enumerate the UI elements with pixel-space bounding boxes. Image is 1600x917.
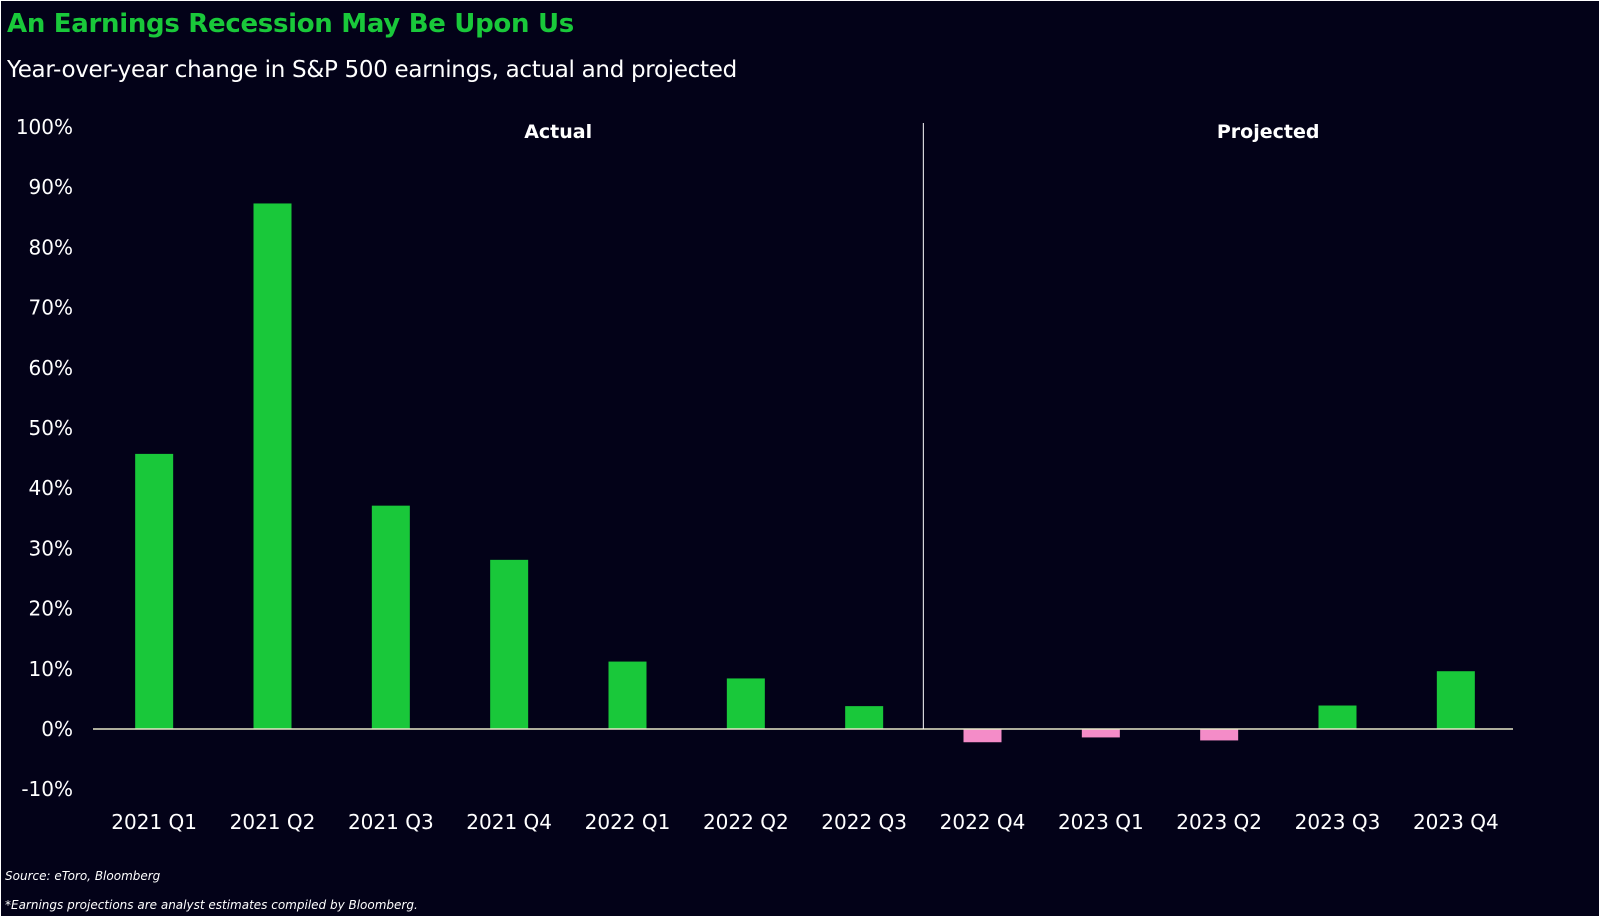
x-tick-label: 2023 Q4: [1413, 810, 1499, 834]
y-axis: 100% 90% 80% 70% 60% 50% 40% 30% 20% 10% 0% -10%: [16, 115, 73, 801]
bar-2022-q4: [963, 729, 1002, 743]
x-tick-label: 2023 Q2: [1176, 810, 1262, 834]
actual-region-label: Actual: [524, 121, 592, 143]
x-tick-label: 2022 Q4: [940, 810, 1026, 834]
x-tick-label: 2021 Q3: [348, 810, 434, 834]
x-tick-label: 2021 Q4: [466, 810, 552, 834]
x-tick-label: 2022 Q2: [703, 810, 789, 834]
x-tick-label: 2022 Q1: [585, 810, 671, 834]
bar-2021-q3: [371, 505, 410, 729]
bar-2021-q1: [135, 453, 174, 729]
bar-2022-q1: [608, 661, 647, 729]
y-tick-label: 40%: [29, 476, 73, 500]
bar-2022-q2: [726, 678, 765, 729]
bar-2022-q3: [845, 706, 884, 729]
bar-2023-q1: [1081, 729, 1120, 738]
footnote: *Earnings projections are analyst estima…: [5, 898, 418, 912]
y-tick-label: 50%: [29, 416, 73, 440]
bar-2023-q3: [1318, 705, 1357, 729]
y-tick-label: 60%: [29, 356, 73, 380]
y-tick-label: 10%: [29, 657, 73, 681]
y-tick-label: 90%: [29, 175, 73, 199]
x-tick-label: 2023 Q3: [1295, 810, 1381, 834]
x-tick-label: 2022 Q3: [821, 810, 907, 834]
x-tick-label: 2021 Q2: [230, 810, 316, 834]
y-tick-label: 70%: [29, 296, 73, 320]
y-tick-label: 100%: [16, 115, 73, 139]
chart-subtitle: Year-over-year change in S&P 500 earning…: [7, 57, 737, 83]
x-axis: 2021 Q1 2021 Q2 2021 Q3 2021 Q4 2022 Q1 2022 …: [111, 810, 1498, 834]
y-tick-label: -10%: [21, 777, 73, 801]
y-tick-label: 20%: [29, 597, 73, 621]
y-tick-label: 0%: [41, 717, 73, 741]
bar-2021-q2: [253, 203, 292, 730]
projected-region-label: Projected: [1217, 121, 1320, 143]
chart-title: An Earnings Recession May Be Upon Us: [7, 9, 574, 39]
bar-2021-q4: [490, 559, 529, 729]
bar-2023-q2: [1200, 729, 1239, 741]
bar-2023-q4: [1436, 671, 1475, 729]
y-tick-label: 30%: [29, 536, 73, 560]
x-tick-label: 2023 Q1: [1058, 810, 1144, 834]
bars-group: [135, 203, 1475, 743]
source-note: Source: eToro, Bloomberg: [5, 869, 161, 883]
x-tick-label: 2021 Q1: [111, 810, 197, 834]
y-tick-label: 80%: [29, 235, 73, 259]
